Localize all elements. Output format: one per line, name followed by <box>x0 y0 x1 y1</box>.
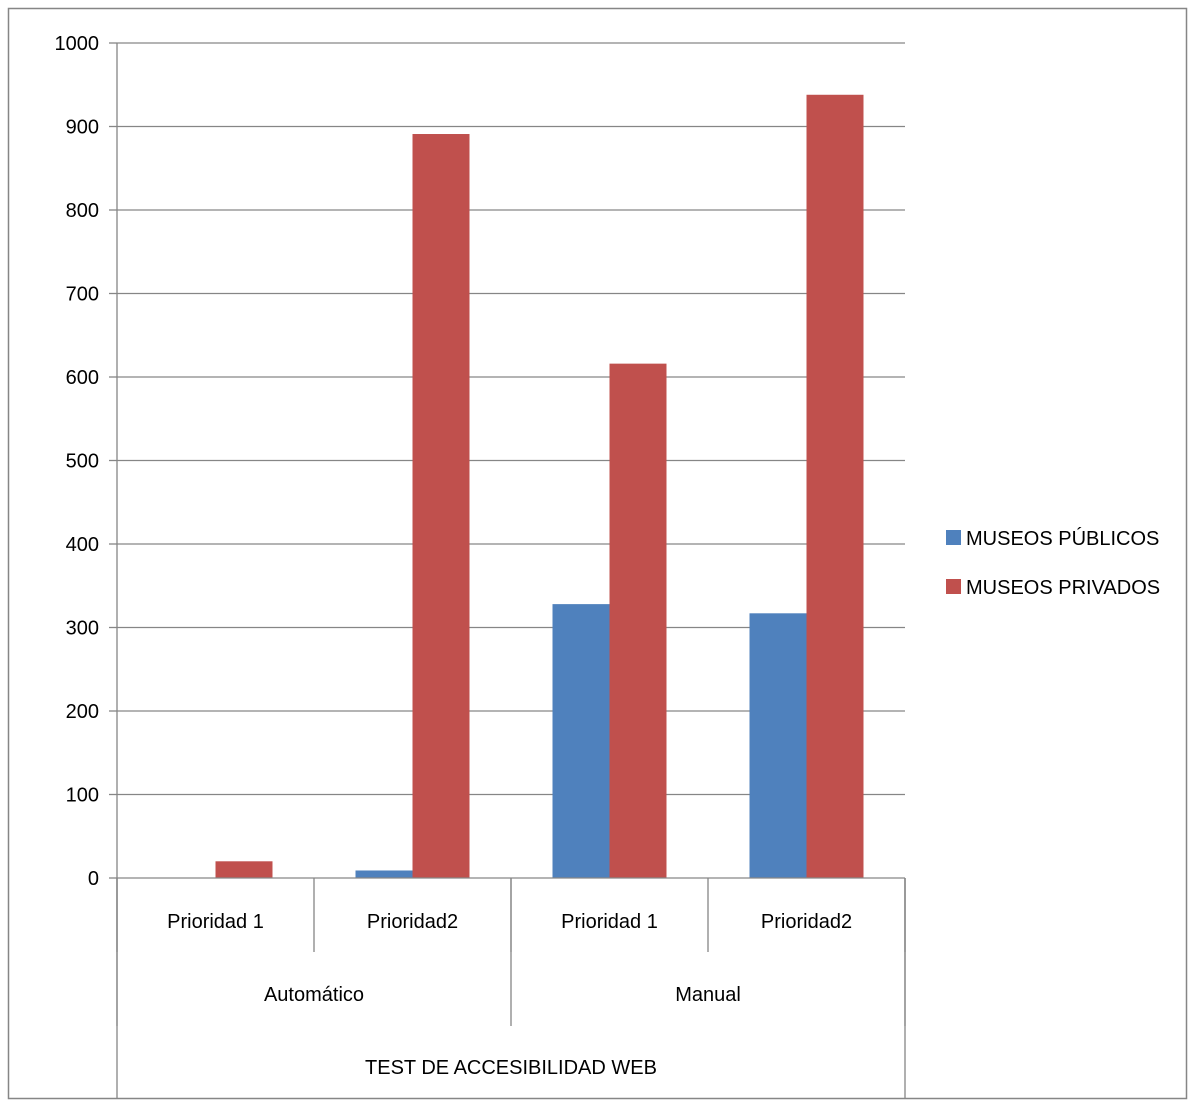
bar <box>806 94 864 878</box>
x-category-label: Prioridad 1 <box>561 911 658 933</box>
bar <box>412 134 470 878</box>
y-tick-label: 300 <box>66 618 99 640</box>
legend-swatch <box>946 579 961 594</box>
bars <box>215 94 864 878</box>
bar <box>355 870 413 878</box>
legend: MUSEOS PÚBLICOS MUSEOS PRIVADOS <box>946 527 1160 599</box>
x-category-label: Prioridad2 <box>367 911 458 933</box>
x-supergroup-label: TEST DE ACCESIBILIDAD WEB <box>365 1057 657 1079</box>
legend-label: MUSEOS PÚBLICOS <box>966 527 1159 550</box>
y-tick-label: 800 <box>66 200 99 222</box>
legend-label: MUSEOS PRIVADOS <box>966 577 1160 599</box>
y-tick-label: 400 <box>66 534 99 556</box>
bar <box>749 613 807 878</box>
gridlines <box>117 42 905 796</box>
bar <box>215 861 273 878</box>
bar <box>609 363 667 878</box>
y-tick-label: 100 <box>66 785 99 807</box>
y-tick-label: 900 <box>66 117 99 139</box>
x-group-label: Automático <box>264 984 364 1006</box>
y-tick-label: 500 <box>66 451 99 473</box>
x-category-label: Prioridad2 <box>761 911 852 933</box>
y-tick-label: 600 <box>66 367 99 389</box>
x-category-labels: Prioridad 1 Prioridad2 Prioridad 1 Priorida… <box>167 911 852 1079</box>
y-tick-label: 0 <box>88 868 99 890</box>
axes <box>109 42 906 1098</box>
x-category-label: Prioridad 1 <box>167 911 264 933</box>
y-tick-label: 700 <box>66 284 99 306</box>
y-tick-labels: 0 100 200 300 400 500 600 700 800 900 1000 <box>55 33 100 890</box>
y-tick-label: 200 <box>66 701 99 723</box>
y-tick-label: 1000 <box>55 33 100 55</box>
legend-swatch <box>946 530 961 545</box>
x-group-label: Manual <box>675 984 741 1006</box>
bar <box>552 604 610 878</box>
chart-border <box>7 7 1188 1100</box>
